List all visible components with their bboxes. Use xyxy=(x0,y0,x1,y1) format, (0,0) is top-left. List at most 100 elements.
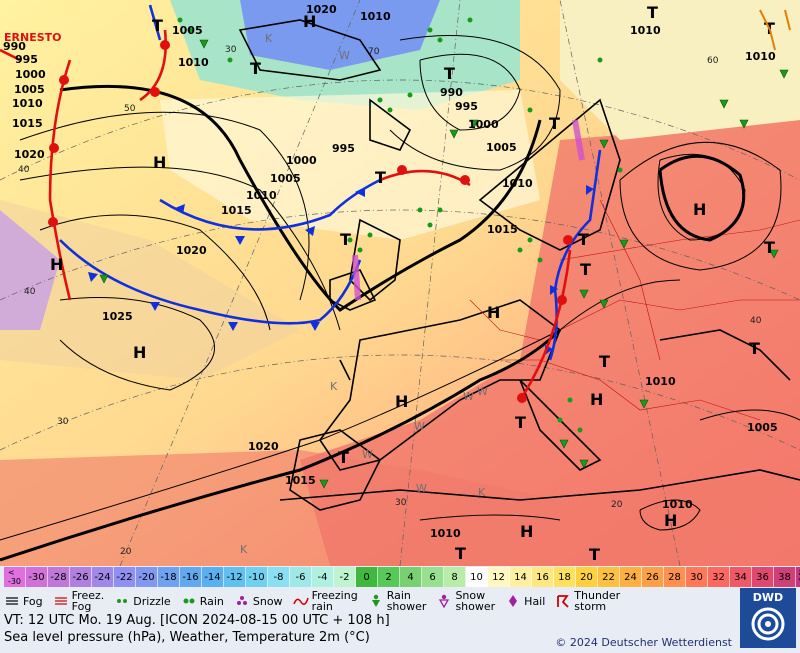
weather-legend-item: Snow shower xyxy=(436,590,495,612)
temperature-scale-cell: -28 xyxy=(48,567,70,587)
temperature-label: 40 xyxy=(18,165,30,175)
warm-air-label: W xyxy=(477,385,488,398)
warm-air-label: W xyxy=(414,420,425,433)
pressure-label: 1005 xyxy=(14,83,45,96)
weather-legend-item: Rain shower xyxy=(368,590,426,612)
temperature-label: 30 xyxy=(395,498,407,508)
rain-dots xyxy=(177,17,623,433)
temperature-label: 40 xyxy=(750,316,762,326)
high-pressure-labels: H H H H H H H H H H xyxy=(50,12,706,541)
pressure-label: 1000 xyxy=(468,118,499,131)
low-pressure-center: T xyxy=(589,545,600,564)
high-pressure-center: H xyxy=(395,392,408,411)
warm-air-label: W xyxy=(463,390,474,403)
low-pressure-center: T xyxy=(338,448,349,467)
pressure-label: 1005 xyxy=(747,421,778,434)
coastlines xyxy=(238,19,800,511)
temperature-scale-cell: 22 xyxy=(598,567,620,587)
temperature-scale-cell: 26 xyxy=(642,567,664,587)
pressure-label: 1020 xyxy=(176,244,207,257)
temperature-label: 20 xyxy=(611,500,623,510)
high-pressure-center: H xyxy=(303,12,316,31)
pressure-label: 1010 xyxy=(360,10,391,23)
pressure-label: 1000 xyxy=(286,154,317,167)
temperature-scale-cell: 20 xyxy=(576,567,598,587)
isobars xyxy=(0,35,800,541)
pressure-label: 1020 xyxy=(248,440,279,453)
temperature-scale-cell: -22 xyxy=(114,567,136,587)
fog-icon xyxy=(4,594,20,608)
temperature-label: 50 xyxy=(124,104,136,114)
low-pressure-labels: T T T T T T T T T T T T T T T T T xyxy=(152,3,775,564)
low-pressure-center: T xyxy=(749,339,760,358)
rain-icon xyxy=(181,594,197,608)
pressure-label: 1020 xyxy=(14,148,45,161)
cold-air-label: K xyxy=(330,380,338,393)
temperature-scale-cell: 2 xyxy=(378,567,400,587)
temperature-scale-cell: 32 xyxy=(708,567,730,587)
pressure-label: 1010 xyxy=(502,177,533,190)
weather-legend-item: Freez. Fog xyxy=(53,589,105,613)
low-pressure-center: T xyxy=(515,413,526,432)
copyright: © 2024 Deutscher Wetterdienst xyxy=(555,636,732,649)
pressure-label: 990 xyxy=(440,86,463,99)
map-legend: < -30 -30 -28 -26 -24 -22 -20 -18 -16 -14 -12 -10 -8… xyxy=(0,566,800,653)
weather-legend-item: Drizzle xyxy=(114,594,171,608)
weather-legend-item: Rain xyxy=(181,594,224,608)
high-pressure-center: H xyxy=(520,522,533,541)
pressure-label: 1010 xyxy=(12,97,43,110)
pressure-label: 1010 xyxy=(662,498,693,511)
dwd-swirl-icon xyxy=(751,607,785,641)
freezing-rain-icon xyxy=(292,594,309,608)
pressure-label: 1010 xyxy=(745,50,776,63)
temperature-scale-cell: 18 xyxy=(554,567,576,587)
temperature-scale-cell: -10 xyxy=(246,567,268,587)
high-pressure-center: H xyxy=(487,303,500,322)
high-pressure-center: H xyxy=(693,200,706,219)
hail-icon xyxy=(505,594,521,608)
low-pressure-center: T xyxy=(764,238,775,257)
pressure-label: 1010 xyxy=(645,375,676,388)
temperature-scale-cell: 0 xyxy=(356,567,378,587)
weather-legend-item: Freezing rain xyxy=(292,590,358,612)
temperature-scale-cell: 12 xyxy=(488,567,510,587)
dwd-logo: DWD xyxy=(740,588,796,648)
pressure-label: 1010 xyxy=(178,56,209,69)
graticule xyxy=(0,0,800,566)
weather-legend-label: Hail xyxy=(524,594,546,608)
pressure-label: 1015 xyxy=(221,204,252,217)
weather-legend-item: Thunder storm xyxy=(555,590,620,612)
warm-air-label: W xyxy=(362,448,373,461)
low-pressure-center: T xyxy=(444,64,455,83)
snow-icon xyxy=(234,594,250,608)
weather-legend-label: Drizzle xyxy=(133,594,171,608)
weather-legend-label: Rain xyxy=(199,594,224,608)
thunderstorm-icon xyxy=(555,594,571,608)
pressure-label: 1005 xyxy=(486,141,517,154)
temperature-scale-cell: -2 xyxy=(334,567,356,587)
pressure-label: 1005 xyxy=(172,24,203,37)
occluded-fronts xyxy=(352,119,585,301)
temperature-label: 30 xyxy=(225,45,237,55)
temperature-scale-cell: 6 xyxy=(422,567,444,587)
cold-air-label: K xyxy=(478,486,486,499)
weather-legend-label: Snow xyxy=(252,594,283,608)
weather-legend-label: Freez. Fog xyxy=(71,589,105,613)
weather-legend-item: Hail xyxy=(505,594,545,608)
low-pressure-center: T xyxy=(250,59,261,78)
temperature-scale-cell: -6 xyxy=(290,567,312,587)
temperature-scale-cell: -12 xyxy=(224,567,246,587)
temperature-labels: 40 30 50 60 70 40 30 20 40 30 20 xyxy=(18,45,762,557)
warm-air-label: W xyxy=(339,49,350,62)
high-pressure-center: H xyxy=(153,153,166,172)
cool-region-atlantic xyxy=(0,200,300,380)
low-pressure-center: T xyxy=(340,230,351,249)
pressure-label: 1015 xyxy=(487,223,518,236)
low-pressure-center: T xyxy=(580,260,591,279)
high-pressure-center: H xyxy=(664,511,677,530)
precipitation-symbols xyxy=(99,39,789,489)
low-pressure-center: T xyxy=(375,168,386,187)
low-pressure-center: T xyxy=(647,3,658,22)
weather-legend-label: Snow shower xyxy=(455,589,496,613)
temperature-scale-cell: -26 xyxy=(70,567,92,587)
